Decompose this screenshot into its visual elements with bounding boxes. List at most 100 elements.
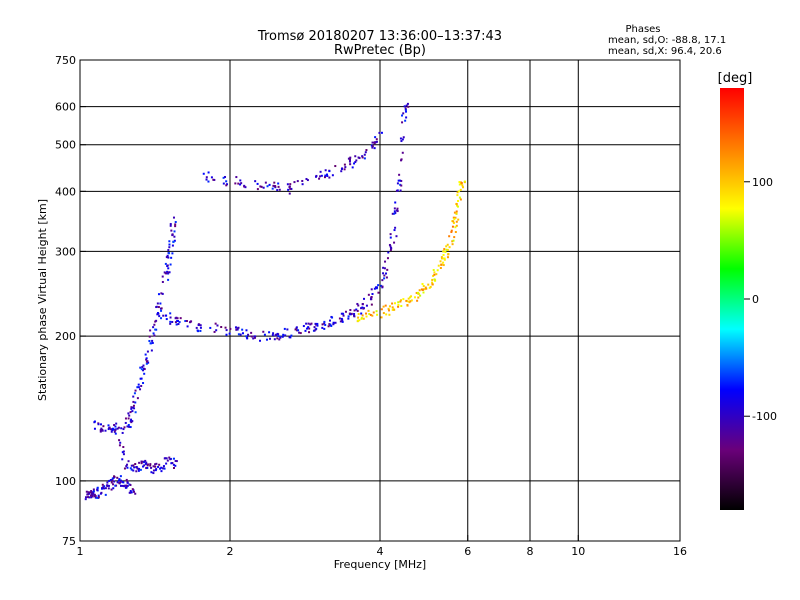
data-point — [110, 488, 113, 491]
data-point — [442, 261, 445, 264]
data-point — [268, 337, 271, 340]
data-point — [132, 464, 135, 467]
data-point — [117, 426, 120, 429]
data-point — [443, 258, 446, 261]
data-point — [327, 325, 330, 328]
data-point — [448, 235, 451, 238]
data-point — [224, 175, 227, 178]
data-point — [237, 333, 240, 336]
data-point — [108, 426, 111, 429]
data-point — [170, 462, 173, 465]
data-point — [349, 313, 352, 316]
data-point — [334, 321, 337, 324]
data-point — [323, 322, 326, 325]
data-point — [289, 336, 292, 339]
data-point — [213, 178, 216, 181]
data-point — [277, 182, 280, 185]
data-point — [136, 397, 139, 400]
data-point — [455, 224, 458, 227]
data-point — [353, 309, 356, 312]
data-point — [457, 199, 460, 202]
data-point — [256, 188, 259, 191]
data-point — [397, 179, 400, 182]
data-point — [225, 333, 228, 336]
data-point — [363, 153, 366, 156]
data-point — [132, 490, 135, 493]
data-point — [375, 138, 378, 141]
data-point — [156, 311, 159, 314]
data-point — [340, 168, 343, 171]
data-point — [152, 332, 155, 335]
data-point — [308, 327, 311, 330]
y-tick-label: 100 — [55, 475, 76, 488]
data-point — [265, 338, 268, 341]
data-point — [130, 468, 133, 471]
data-point — [287, 188, 290, 191]
data-point — [266, 185, 269, 188]
data-point — [138, 467, 141, 470]
data-point — [240, 182, 243, 185]
data-point — [174, 321, 177, 324]
data-point — [151, 341, 154, 344]
data-point — [391, 212, 394, 215]
data-point — [397, 303, 400, 306]
data-point — [290, 334, 293, 337]
data-point — [160, 292, 163, 295]
data-point — [92, 492, 95, 495]
data-point — [391, 302, 394, 305]
data-point — [137, 469, 140, 472]
data-point — [107, 487, 110, 490]
data-point — [305, 322, 308, 325]
data-point — [168, 271, 171, 274]
data-point — [314, 175, 317, 178]
data-point — [161, 292, 164, 295]
data-point — [394, 201, 397, 204]
data-point — [132, 400, 135, 403]
data-point — [117, 479, 120, 482]
data-point — [168, 252, 171, 255]
data-point — [299, 332, 302, 335]
data-point — [459, 188, 462, 191]
data-point — [113, 475, 116, 478]
data-point — [400, 304, 403, 307]
data-point — [357, 156, 360, 159]
data-point — [400, 179, 403, 182]
data-point — [114, 429, 117, 432]
data-point — [361, 303, 364, 306]
data-point — [126, 466, 129, 469]
data-point — [172, 241, 175, 244]
data-point — [402, 112, 405, 115]
data-point — [110, 428, 113, 431]
data-point — [130, 418, 133, 421]
data-point — [460, 183, 463, 186]
data-point — [154, 328, 157, 331]
data-point — [123, 426, 126, 429]
data-point — [121, 484, 124, 487]
data-point — [442, 264, 445, 267]
data-point — [415, 291, 418, 294]
data-point — [374, 286, 377, 289]
data-point — [409, 296, 412, 299]
data-point — [156, 302, 159, 305]
data-point — [174, 459, 177, 462]
data-point — [462, 186, 465, 189]
data-point — [134, 411, 137, 414]
data-point — [404, 119, 407, 122]
data-point — [378, 131, 381, 134]
data-point — [150, 349, 153, 352]
data-point — [93, 427, 96, 430]
data-point — [155, 306, 158, 309]
data-point — [283, 327, 286, 330]
data-point — [167, 267, 170, 270]
grid-lines — [80, 60, 680, 541]
data-point — [145, 461, 148, 464]
data-point — [286, 328, 289, 331]
data-point — [354, 160, 357, 163]
data-point — [369, 313, 372, 316]
data-point — [126, 425, 129, 428]
data-point — [454, 231, 457, 234]
data-point — [101, 483, 104, 486]
x-axis-ticks: 1 2 4 6 8 10 16 — [77, 535, 687, 558]
data-point — [289, 183, 292, 186]
data-point — [119, 481, 122, 484]
